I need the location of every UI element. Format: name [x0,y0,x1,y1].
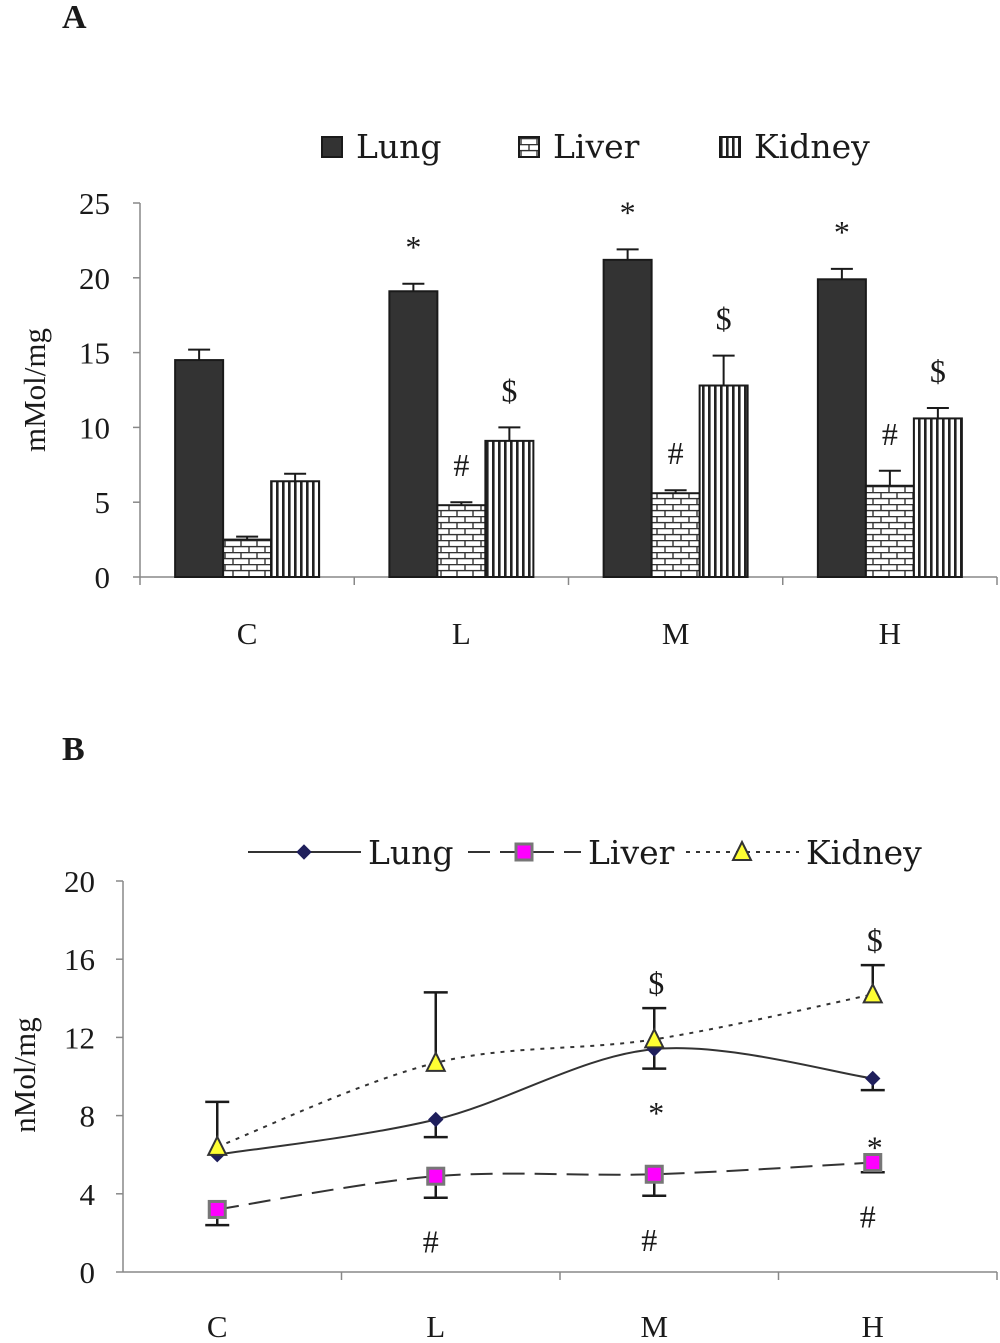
significance-marker: * [834,214,850,250]
y-tick-label: 15 [79,336,110,371]
legend-label-lung: Lung [356,127,442,166]
significance-marker: * [648,1095,664,1131]
x-tick-label: M [662,616,690,651]
bar-lung [816,278,867,578]
panel-b-label: B [62,731,85,768]
bar-kidney [270,480,321,579]
panel-b-series [205,963,885,1227]
significance-marker: $ [867,922,883,958]
bar-lung [174,359,225,578]
bar-lung [388,290,439,578]
significance-marker: # [641,1222,657,1258]
x-tick-label: L [452,616,471,651]
y-tick-label: 8 [80,1099,96,1134]
panel-a-bars [174,248,963,579]
legend-label-liver: Liver [588,833,675,872]
x-tick-label: H [879,616,901,651]
bar-liver [436,504,487,578]
legend-marker-lung [296,844,312,860]
panel-a-y-axis-title: mMol/mg [17,328,52,452]
bar-liver [650,492,701,578]
significance-marker: * [405,229,421,265]
bar-kidney [698,384,749,578]
legend-swatch-kidney [719,136,741,158]
panel-a-axes: 0 5 10 15 20 25 C L M H [79,186,998,651]
significance-marker: $ [501,372,517,408]
marker-liver [644,1164,664,1184]
y-tick-label: 25 [79,186,110,221]
bar-liver [222,538,273,578]
legend-marker-liver [514,842,534,862]
y-tick-label: 0 [80,1255,96,1290]
significance-marker: # [860,1198,876,1234]
significance-marker: * [620,194,636,230]
marker-kidney [206,1134,228,1156]
y-tick-label: 12 [64,1020,95,1055]
legend-label-lung: Lung [368,833,454,872]
x-tick-label: L [426,1309,445,1343]
legend-label-kidney: Kidney [806,833,922,872]
legend-marker-kidney [731,839,753,861]
legend-swatch-lung [321,136,343,158]
bar-liver [864,484,915,578]
bar-lung [602,258,653,578]
significance-marker: $ [648,965,664,1001]
legend-label-kidney: Kidney [754,127,870,166]
panel-a-legend: Lung Liver Kidney [321,127,870,166]
y-tick-label: 4 [80,1177,96,1212]
marker-lung [428,1111,444,1128]
x-tick-label: C [207,1309,228,1343]
bar-kidney [912,417,963,579]
panel-b-annotations: $ $ * * # # # [423,922,883,1260]
y-tick-label: 10 [79,410,110,445]
x-tick-label: C [237,616,258,651]
panel-b-y-axis-title: nMol/mg [7,1017,42,1132]
panel-a-annotations: * * * # # # $ $ $ [405,194,946,483]
significance-marker: $ [716,301,732,337]
y-tick-label: 20 [64,864,95,899]
y-tick-label: 5 [95,485,111,520]
bar-kidney [484,439,535,579]
panel-b-legend: Lung Liver Kidney [248,833,922,872]
significance-marker: $ [930,353,946,389]
x-tick-label: H [862,1309,884,1343]
legend-swatch-liver [518,136,540,158]
marker-lung [865,1070,881,1087]
significance-marker: # [423,1224,439,1260]
panel-a: A Lung Liver Kidney mMol/mg 0 5 10 15 20 25 C L M H… [17,0,998,651]
panel-a-label: A [62,0,87,36]
y-tick-label: 20 [79,261,110,296]
marker-kidney [643,1027,665,1049]
series-line-lung [217,1047,873,1156]
marker-kidney [862,982,884,1004]
marker-liver [207,1199,227,1219]
significance-marker: # [453,447,469,483]
marker-liver [426,1166,446,1186]
legend-label-liver: Liver [553,127,640,166]
series-line-kidney [216,993,873,1148]
y-tick-label: 0 [95,560,111,595]
marker-kidney [425,1050,447,1072]
significance-marker: # [668,435,684,471]
series-line-liver [217,1161,873,1211]
y-tick-label: 16 [64,942,95,977]
significance-marker: # [882,416,898,452]
significance-marker: * [867,1129,883,1165]
marker-liver [863,1153,883,1173]
x-tick-label: M [640,1309,668,1343]
panel-b-axes: 0 4 8 12 16 20 C L M H [64,864,998,1343]
